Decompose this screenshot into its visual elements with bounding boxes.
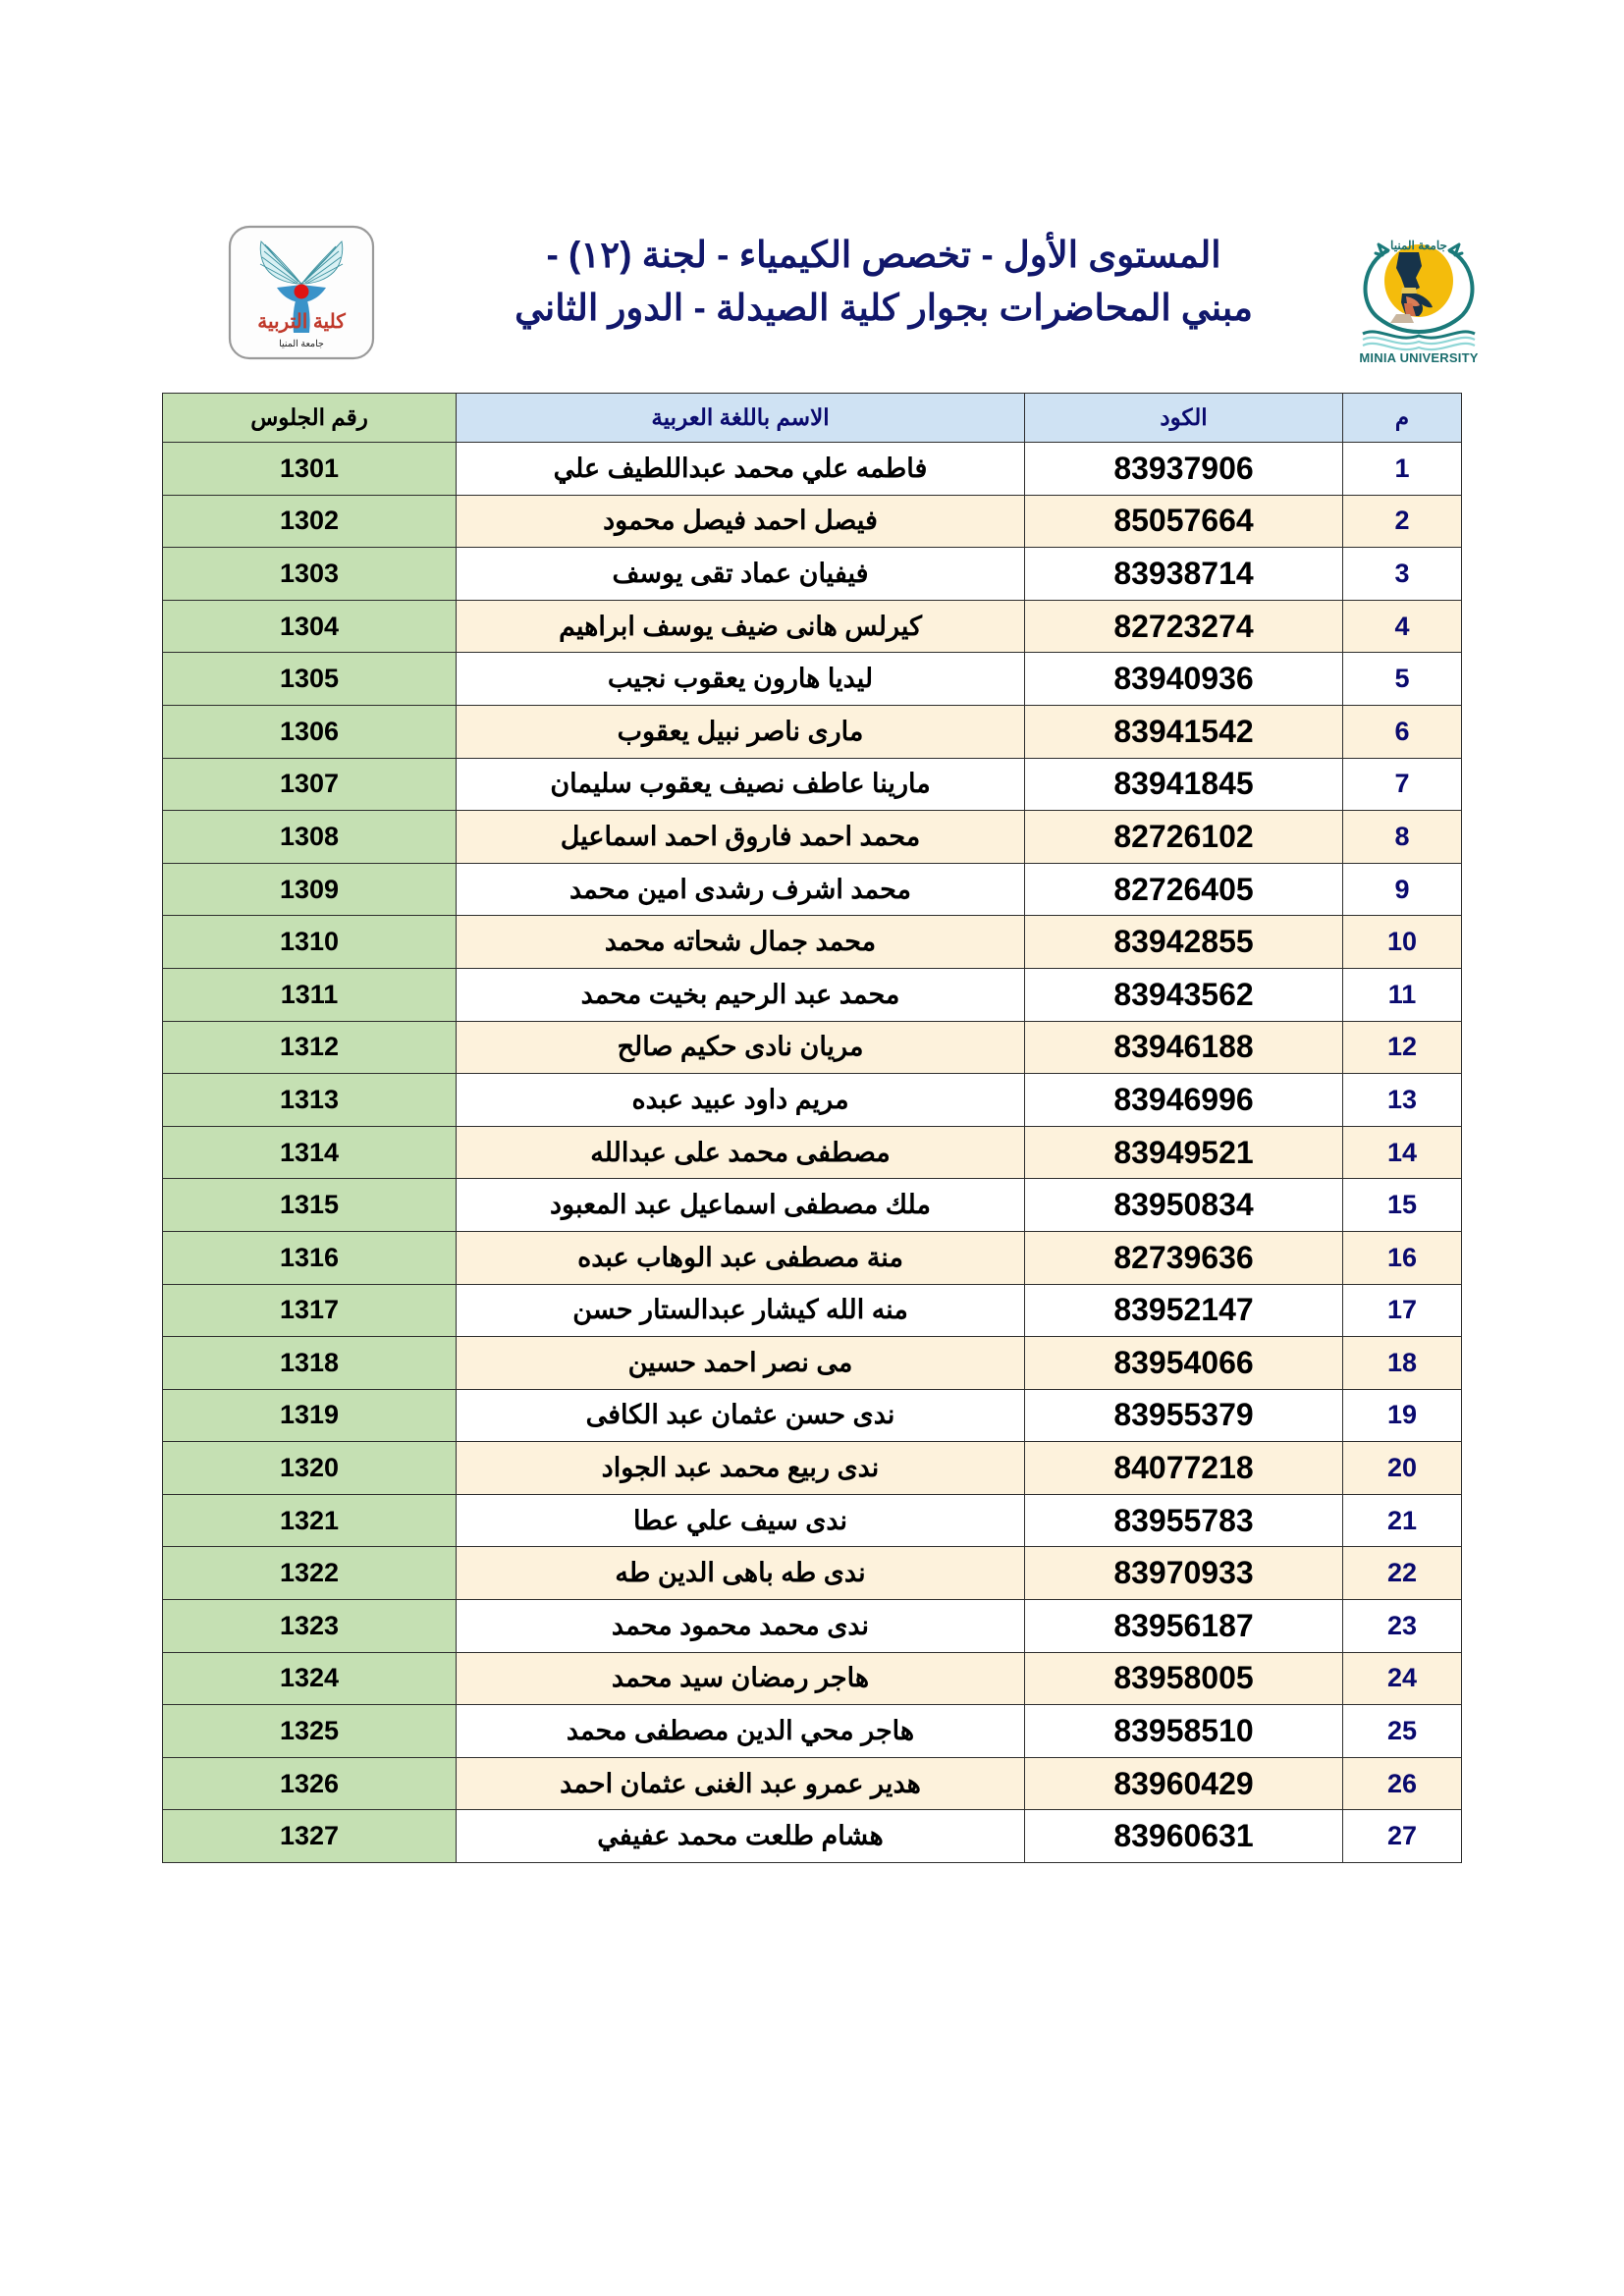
svg-text:كلية التربية: كلية التربية xyxy=(257,311,346,334)
svg-text:جامعة المنيا: جامعة المنيا xyxy=(279,339,324,349)
svg-text:MINIA UNIVERSITY: MINIA UNIVERSITY xyxy=(1359,350,1478,365)
svg-text:جامعة المنيا: جامعة المنيا xyxy=(1390,239,1447,252)
